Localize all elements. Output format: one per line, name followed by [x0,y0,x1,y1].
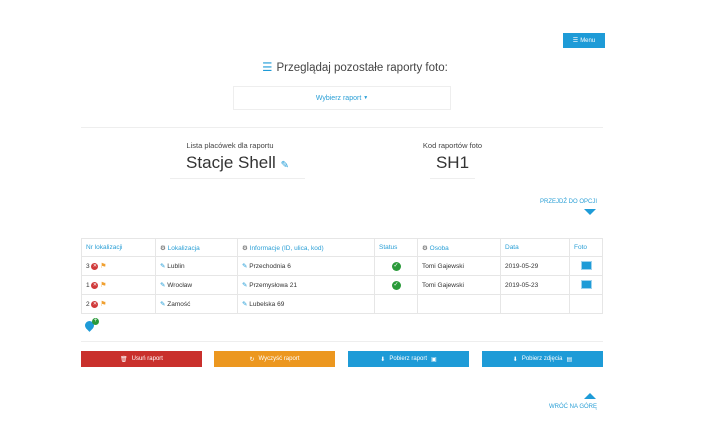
add-location-icon[interactable]: + [83,318,100,334]
menu-icon: ☰ [572,38,579,44]
check-icon: ✓ [391,280,401,290]
list-label: Lista placówek dla raportu [186,141,274,150]
edit-icon[interactable]: ✎ [242,282,248,289]
edit-icon[interactable]: ✎ [160,301,166,308]
download-report-button[interactable]: ⬇ Pobierz raport ▣ [348,351,469,367]
edit-icon[interactable]: ✎ [242,301,248,308]
edit-icon[interactable]: ✎ [160,282,166,289]
code-label: Kod raportów foto [422,141,483,150]
refresh-icon: ↻ [249,356,255,363]
col-date[interactable]: Data [500,238,570,257]
delete-report-button[interactable]: 🗑 Usuń raport [81,351,202,367]
table-row: 3 ✕ ⚑ ✎ Lublin ✎ Przechodnia 6 ✓ Tomi Ga… [81,256,603,276]
report-select[interactable]: Wybierz raport ▼ [233,86,451,110]
edit-icon[interactable]: ✎ [242,263,248,270]
remove-icon[interactable]: ✕ [91,281,99,289]
map-marker-icon[interactable]: ⚑ [100,301,107,308]
col-nr[interactable]: Nr lokalizacji [81,238,156,257]
gear-icon: ⚙ [160,244,166,252]
caret-down-icon: ▼ [363,95,369,101]
menu-button[interactable]: ☰ Menu [563,33,605,48]
excel-icon: ▣ [431,356,437,363]
back-to-top-link[interactable]: WRÓĆ NA GÓRĘ [548,404,597,410]
remove-icon[interactable]: ✕ [91,262,99,270]
table-row: 2 ✕ ⚑ ✎ Zamość ✎ Lubelska 69 [81,294,603,314]
locations-table: Nr lokalizacji ⚙ Lokalizacja ⚙ Informacj… [81,238,603,314]
goto-options-link[interactable]: PRZEJDŹ DO OPCJI [539,199,597,205]
list-icon: ☰ [262,62,273,74]
map-marker-icon[interactable]: ⚑ [100,263,107,270]
edit-icon[interactable]: ✎ [280,160,289,171]
remove-icon[interactable]: ✕ [91,300,99,308]
code-value: SH1 [430,153,475,179]
col-person[interactable]: ⚙ Osoba [417,238,501,257]
download-icon: ⬇ [512,356,518,363]
gear-icon: ⚙ [422,244,428,252]
divider [81,127,603,128]
download-photos-button[interactable]: ⬇ Pobierz zdjęcia ▤ [482,351,603,367]
col-photo[interactable]: Foto [569,238,603,257]
table-header: Nr lokalizacji ⚙ Lokalizacja ⚙ Informacj… [81,238,603,257]
map-marker-icon[interactable]: ⚑ [100,282,107,289]
clear-report-button[interactable]: ↻ Wyczyść raport [214,351,335,367]
photo-icon[interactable] [580,260,592,270]
list-value: Stacje Shell ✎ [170,153,305,179]
trash-icon: 🗑 [120,356,128,363]
photo-icon[interactable] [580,279,592,289]
edit-icon[interactable]: ✎ [160,263,166,270]
divider [81,341,603,342]
check-icon: ✓ [391,261,401,271]
col-location[interactable]: ⚙ Lokalizacja [155,238,238,257]
col-status[interactable]: Status [374,238,418,257]
col-info[interactable]: ⚙ Informacje (ID, ulica, kod) [237,238,375,257]
gear-icon: ⚙ [242,244,248,252]
archive-icon: ▤ [566,356,573,363]
page-title: ☰ Przeglądaj pozostałe raporty foto: [262,62,448,74]
arrow-up-icon[interactable] [584,393,596,399]
table-row: 1 ✕ ⚑ ✎ Wrocław ✎ Przemysłowa 21 ✓ Tomi … [81,275,603,295]
arrow-down-icon[interactable] [584,209,596,215]
download-icon: ⬇ [380,356,386,363]
